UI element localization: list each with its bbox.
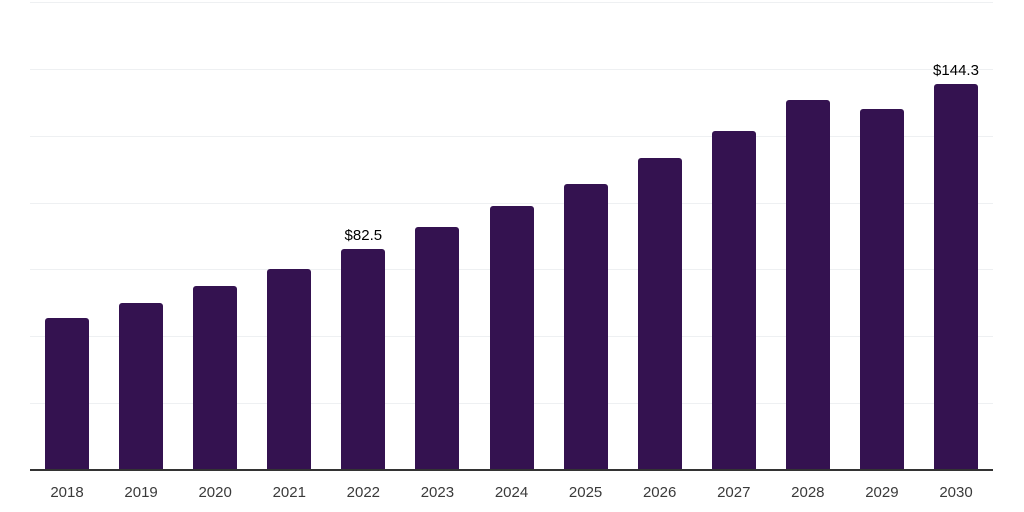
x-tick-2023: 2023	[420, 484, 455, 501]
x-tick-2029: 2029	[865, 484, 899, 501]
bar-2026	[637, 158, 682, 470]
bar-2025	[563, 183, 608, 470]
bar-2021	[267, 269, 312, 470]
x-tick-2028: 2028	[791, 484, 825, 501]
bar-2024	[489, 206, 534, 470]
x-tick-2030: 2030	[939, 484, 973, 501]
value-label-2030: $144.3	[933, 62, 979, 80]
bar-2023	[415, 227, 460, 470]
x-tick-2019: 2019	[124, 484, 158, 501]
plot-area: $82.5 $144.3	[30, 2, 993, 471]
bar-2018	[45, 318, 89, 470]
gridline-150	[30, 68, 993, 70]
gridline-125	[30, 135, 993, 137]
bar-2022	[341, 249, 386, 470]
x-tick-2024: 2024	[494, 484, 529, 501]
bar-2019	[119, 302, 164, 470]
x-tick-2027: 2027	[717, 484, 751, 501]
gridline-175	[30, 2, 993, 3]
x-tick-2026: 2026	[642, 484, 677, 501]
bar-2029	[859, 109, 904, 470]
bar-2027	[711, 131, 756, 470]
gridline-100	[30, 202, 993, 204]
bar-2020	[193, 285, 238, 470]
x-axis-line	[30, 469, 993, 471]
x-tick-2018: 2018	[50, 484, 84, 501]
x-tick-2021: 2021	[272, 484, 306, 501]
bar-2028	[785, 100, 830, 470]
x-tick-2020: 2020	[198, 484, 232, 501]
value-label-2022: $82.5	[344, 227, 383, 245]
bar-2030	[934, 84, 978, 470]
x-tick-2025: 2025	[568, 484, 603, 501]
x-tick-2022: 2022	[346, 484, 381, 501]
